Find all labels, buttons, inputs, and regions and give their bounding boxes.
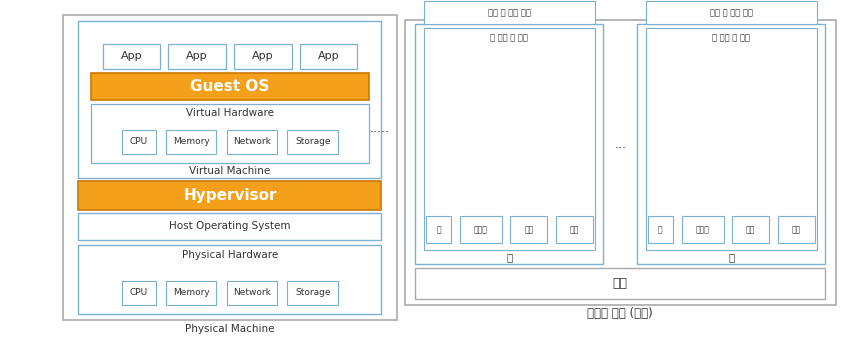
Bar bbox=[91, 73, 369, 100]
Bar bbox=[287, 130, 338, 154]
Text: 주방: 주방 bbox=[792, 225, 801, 234]
Text: Storage: Storage bbox=[295, 288, 331, 297]
Bar bbox=[287, 281, 338, 305]
Bar bbox=[556, 216, 593, 243]
Text: 방: 방 bbox=[436, 225, 441, 234]
Text: Physical Hardware: Physical Hardware bbox=[181, 250, 279, 260]
Bar bbox=[426, 216, 452, 243]
Text: .....: ..... bbox=[370, 122, 390, 135]
Text: Network: Network bbox=[233, 288, 271, 297]
Bar bbox=[103, 44, 160, 69]
Bar bbox=[424, 28, 595, 250]
Text: 가전 및 가구 환경: 가전 및 가구 환경 bbox=[710, 8, 753, 17]
Bar bbox=[78, 21, 381, 178]
Bar bbox=[78, 181, 381, 210]
Bar bbox=[78, 245, 381, 314]
Text: 건물: 건물 bbox=[613, 277, 628, 290]
Text: Memory: Memory bbox=[173, 288, 209, 297]
Bar bbox=[169, 44, 226, 69]
Bar bbox=[300, 44, 358, 69]
Bar bbox=[648, 216, 674, 243]
Bar bbox=[460, 216, 502, 243]
Text: Memory: Memory bbox=[173, 137, 209, 146]
Text: 거실: 거실 bbox=[746, 225, 755, 234]
Bar bbox=[405, 20, 836, 305]
Text: 방: 방 bbox=[658, 225, 663, 234]
Bar bbox=[122, 130, 156, 154]
Text: 화장실: 화장실 bbox=[473, 225, 488, 234]
Bar bbox=[78, 213, 381, 240]
Bar bbox=[682, 216, 724, 243]
Text: Storage: Storage bbox=[295, 137, 331, 146]
Bar bbox=[226, 130, 278, 154]
Bar bbox=[415, 24, 603, 264]
Text: CPU: CPU bbox=[130, 288, 148, 297]
Text: Virtual Hardware: Virtual Hardware bbox=[186, 108, 274, 118]
Bar bbox=[646, 1, 817, 24]
Text: Hypervisor: Hypervisor bbox=[183, 188, 277, 203]
Bar bbox=[637, 24, 825, 264]
Bar bbox=[415, 268, 825, 299]
Text: 집: 집 bbox=[728, 252, 734, 262]
Text: App: App bbox=[252, 52, 273, 61]
Bar bbox=[63, 15, 397, 320]
Text: 거실: 거실 bbox=[524, 225, 533, 234]
Text: App: App bbox=[121, 52, 142, 61]
Bar bbox=[165, 130, 216, 154]
Text: Host Operating System: Host Operating System bbox=[170, 221, 290, 231]
Bar bbox=[424, 1, 595, 24]
Text: 다세대 주택 (원름): 다세대 주택 (원름) bbox=[587, 307, 653, 320]
Text: ...: ... bbox=[614, 138, 626, 151]
Text: 화장실: 화장실 bbox=[695, 225, 710, 234]
Text: Virtual Machine: Virtual Machine bbox=[189, 166, 271, 176]
Text: CPU: CPU bbox=[130, 137, 148, 146]
Bar bbox=[778, 216, 815, 243]
Text: 가전 및 가구 환경: 가전 및 가구 환경 bbox=[488, 8, 531, 17]
Text: 집: 집 bbox=[506, 252, 512, 262]
Bar bbox=[91, 104, 369, 163]
Text: Network: Network bbox=[233, 137, 271, 146]
Bar bbox=[122, 281, 156, 305]
Text: App: App bbox=[187, 52, 208, 61]
Text: 집 구조 및 환경: 집 구조 및 환경 bbox=[712, 34, 750, 42]
Text: Guest OS: Guest OS bbox=[190, 79, 270, 94]
Text: Physical Machine: Physical Machine bbox=[185, 324, 275, 334]
Bar bbox=[226, 281, 278, 305]
Text: App: App bbox=[318, 52, 339, 61]
Bar bbox=[235, 44, 292, 69]
Bar bbox=[511, 216, 548, 243]
Text: 주방: 주방 bbox=[570, 225, 579, 234]
Text: 집 구조 및 환경: 집 구조 및 환경 bbox=[490, 34, 528, 42]
Bar bbox=[165, 281, 216, 305]
Bar bbox=[733, 216, 770, 243]
Bar bbox=[646, 28, 817, 250]
